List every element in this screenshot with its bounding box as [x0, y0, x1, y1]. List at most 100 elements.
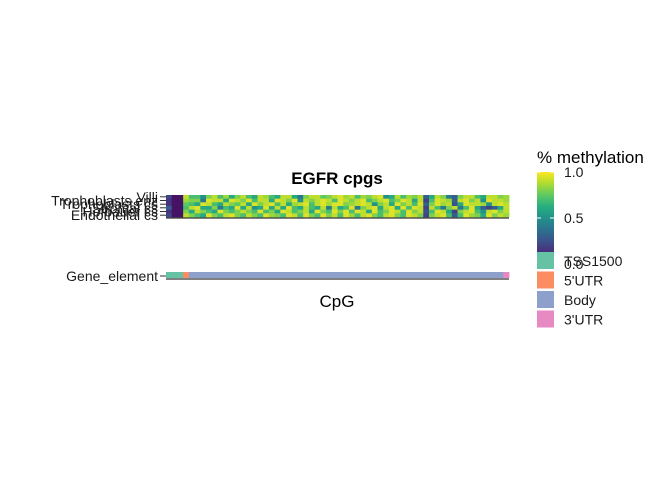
heatmap-cell	[463, 202, 470, 207]
gene-element-cell	[194, 272, 201, 278]
gene-element-cell	[228, 272, 235, 278]
heatmap-cell	[411, 198, 418, 203]
heatmap-cell	[377, 202, 384, 207]
heatmap-cell	[326, 198, 333, 203]
heatmap-cell	[337, 195, 344, 199]
heatmap-cell	[183, 198, 190, 203]
heatmap-cell	[497, 206, 504, 210]
heatmap-cell	[411, 202, 418, 207]
heatmap-cell	[451, 206, 458, 210]
heatmap-cell	[280, 209, 287, 214]
legend-label: 3'UTR	[564, 312, 603, 328]
heatmap-cell	[200, 198, 207, 203]
heatmap-cell	[166, 195, 173, 199]
heatmap-cell	[468, 202, 476, 207]
heatmap-cell	[411, 206, 418, 210]
heatmap-cell	[474, 213, 481, 218]
colorbar	[537, 172, 554, 264]
heatmap-cell	[491, 213, 498, 218]
gene-element-cell	[360, 272, 367, 278]
heatmap-cell	[171, 213, 178, 218]
heatmap-cell	[326, 202, 333, 207]
heatmap-cell	[451, 202, 458, 207]
heatmap-cell	[223, 213, 230, 218]
gene-element-cell	[257, 272, 264, 278]
heatmap-cell	[251, 198, 258, 203]
gene-element-cell	[337, 272, 344, 278]
heatmap-cell	[291, 198, 298, 203]
heatmap-cell	[291, 202, 298, 207]
gene-element-cell	[246, 272, 253, 278]
heatmap-cell	[337, 206, 344, 210]
gene-element-cell	[451, 272, 458, 278]
heatmap-cell	[377, 206, 384, 210]
heatmap-row-label: Endothelial cs	[71, 207, 158, 223]
heatmap-cell	[400, 202, 407, 207]
heatmap-cell	[194, 198, 201, 203]
heatmap-cell	[200, 195, 207, 199]
heatmap-cell	[457, 206, 464, 210]
heatmap-cell	[223, 198, 230, 203]
heatmap-cell	[194, 202, 201, 207]
heatmap-cell	[383, 209, 390, 214]
gene-element-cell	[291, 272, 298, 278]
heatmap-cell	[280, 206, 287, 210]
heatmap-cell	[257, 198, 264, 203]
heatmap-cell	[480, 195, 487, 199]
heatmap-cell	[360, 195, 367, 199]
heatmap-cell	[291, 206, 298, 210]
heatmap-cell	[440, 213, 447, 218]
heatmap-cell	[440, 198, 447, 203]
gene-element-cell	[468, 272, 476, 278]
heatmap-cell	[497, 198, 504, 203]
heatmap-cell	[234, 209, 241, 214]
heatmap-cell	[394, 195, 401, 199]
heatmap-cell	[240, 213, 247, 218]
gene-element-cell	[183, 272, 190, 278]
gene-element-legend: TSS1500 5'UTR Body 3'UTR	[537, 252, 623, 328]
heatmap-cell	[486, 209, 493, 214]
heatmap-cell	[360, 209, 367, 214]
heatmap-cell	[428, 206, 436, 210]
heatmap-cell	[434, 198, 441, 203]
heatmap-row-label: Villi	[136, 189, 158, 205]
heatmap-cell	[446, 213, 453, 218]
heatmap-cell	[423, 209, 430, 214]
heatmap-cell	[486, 198, 493, 203]
legend-key	[537, 271, 554, 289]
heatmap-cell	[286, 195, 293, 199]
heatmap-cell	[388, 195, 396, 199]
heatmap-cell	[388, 209, 396, 214]
heatmap-cell	[263, 195, 270, 199]
heatmap-cell	[411, 195, 418, 199]
heatmap-cell	[268, 198, 276, 203]
heatmap-cell	[274, 206, 281, 210]
heatmap-cell	[423, 206, 430, 210]
heatmap-cell	[246, 213, 253, 218]
heatmap-cell	[371, 209, 378, 214]
heatmap-cell	[274, 209, 281, 214]
heatmap-cell	[348, 206, 356, 210]
heatmap-cell	[280, 195, 287, 199]
heatmap-cell	[480, 213, 487, 218]
gene-element-cell	[377, 272, 384, 278]
heatmap-cell	[371, 202, 378, 207]
gene-element-cell	[166, 272, 173, 278]
heatmap-cell	[366, 209, 373, 214]
heatmap-cell	[274, 198, 281, 203]
heatmap-cell	[234, 206, 241, 210]
gene-element-cell	[497, 272, 504, 278]
heatmap-cell	[474, 209, 481, 214]
heatmap-cell	[383, 213, 390, 218]
heatmap-cell	[428, 213, 436, 218]
heatmap-ticks	[160, 196, 166, 216]
heatmap-cell	[280, 213, 287, 218]
heatmap-cell	[377, 213, 384, 218]
heatmap-cell	[166, 213, 173, 218]
heatmap-cell	[303, 209, 310, 214]
heatmap-cell	[480, 206, 487, 210]
gene-element-cell	[314, 272, 321, 278]
gene-element-cell	[486, 272, 493, 278]
heatmap-cell	[183, 195, 190, 199]
gene-element-cell	[303, 272, 310, 278]
